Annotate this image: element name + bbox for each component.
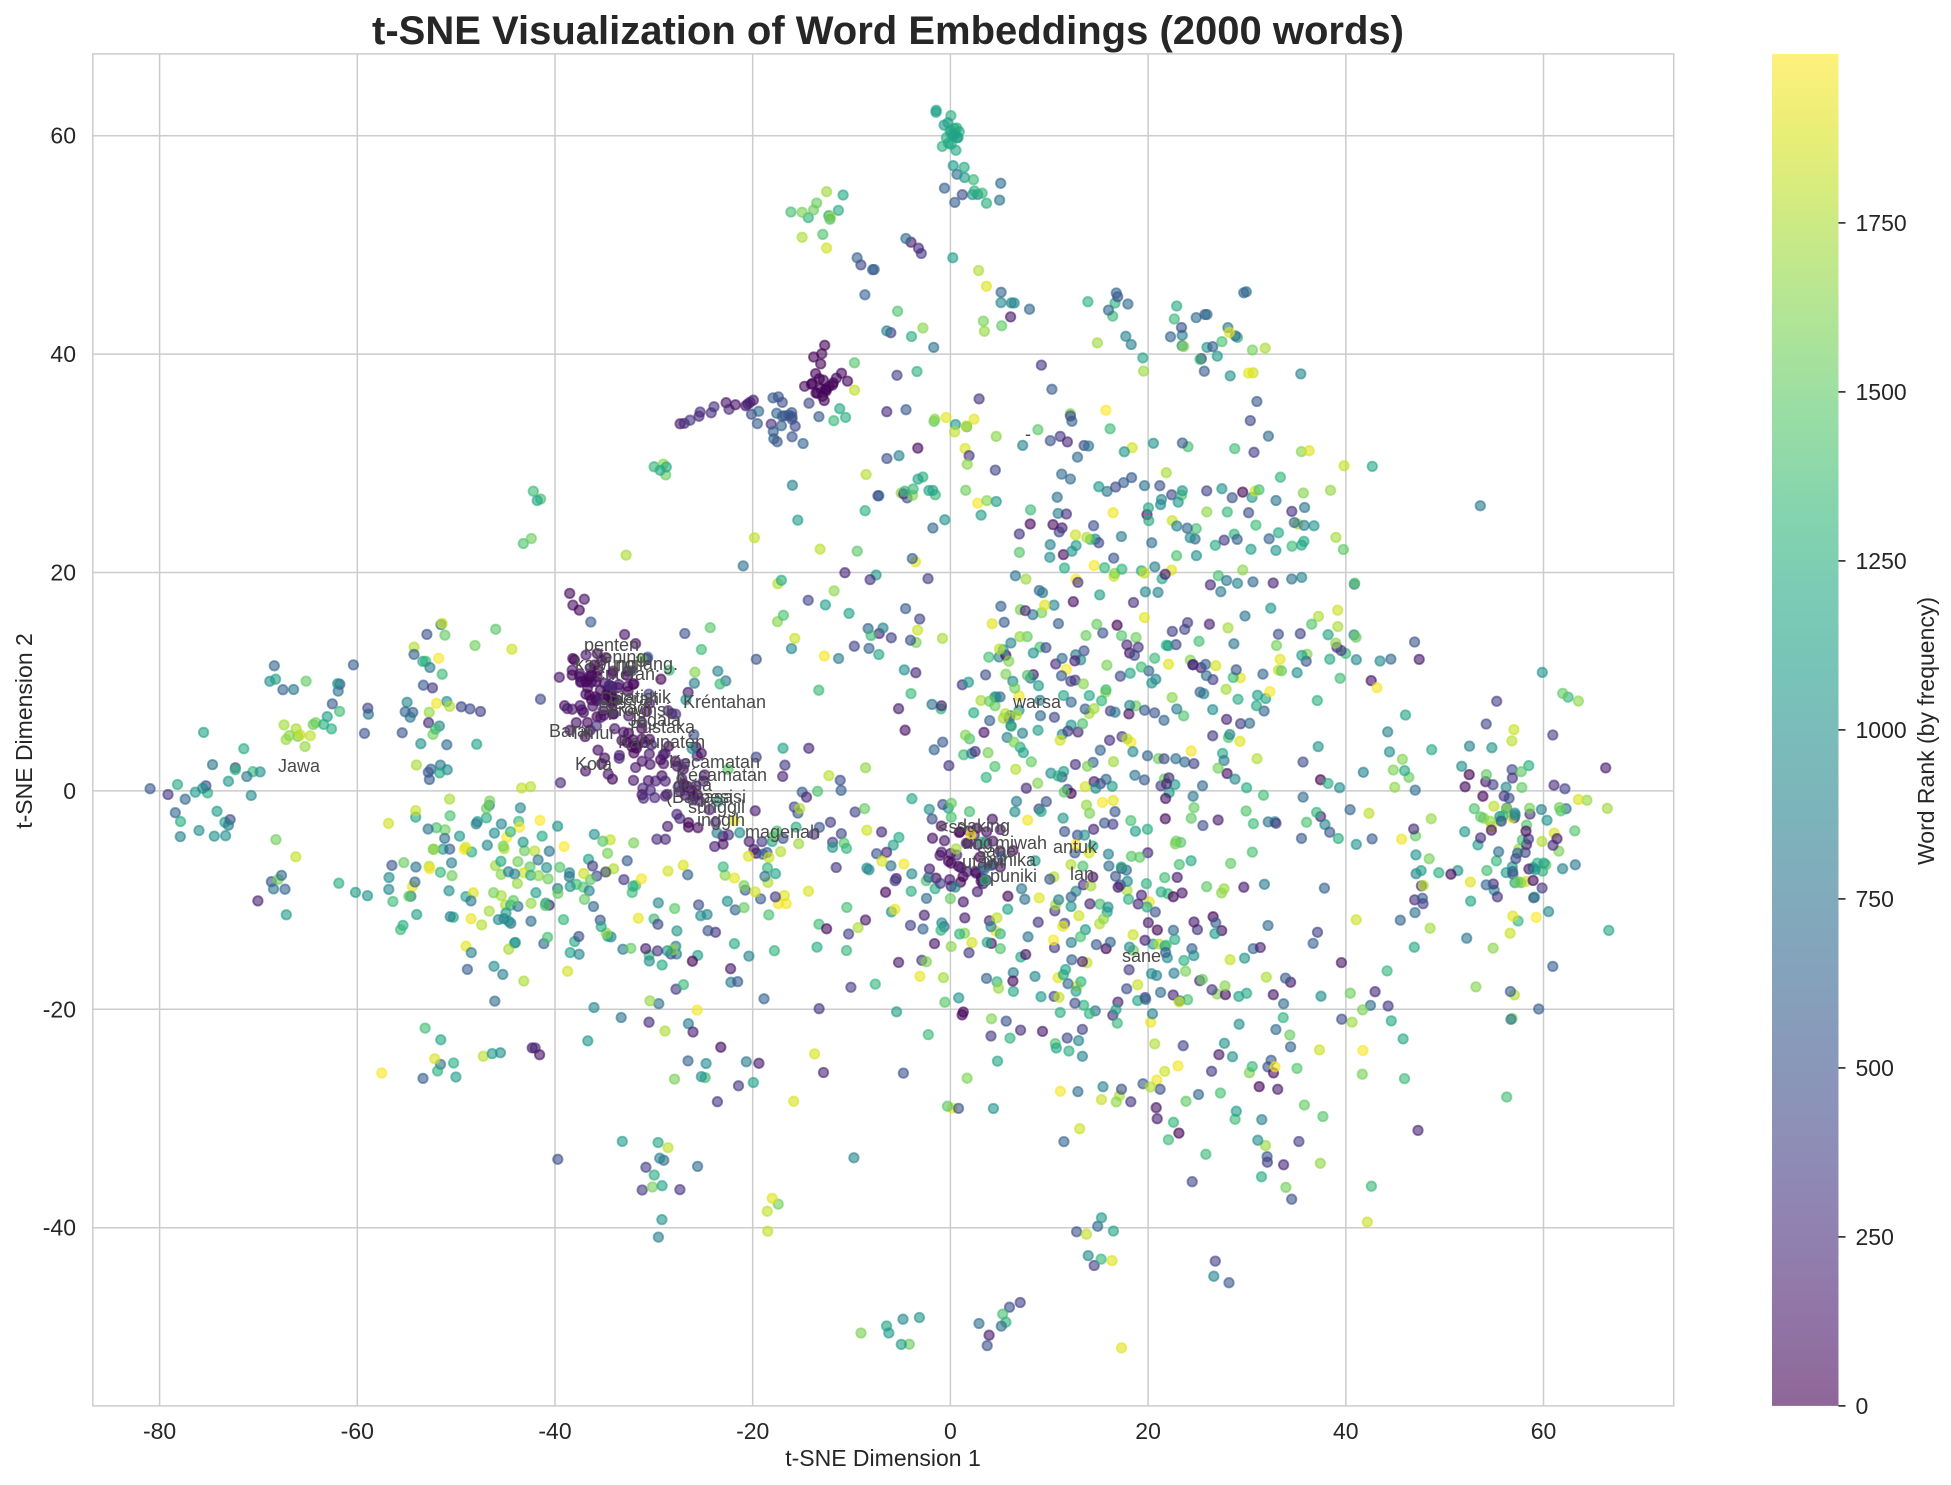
svg-text:magenah: magenah (745, 822, 820, 842)
svg-text:daking: daking (957, 816, 1010, 836)
svg-text:Pustaka: Pustaka (630, 717, 696, 737)
svg-text:antuk: antuk (1053, 837, 1098, 857)
svg-text:0: 0 (1856, 1393, 1869, 1419)
svg-text:1500: 1500 (1856, 379, 1907, 405)
svg-text:miwah: miwah (995, 833, 1047, 853)
svg-text:Barat: Barat (549, 721, 592, 741)
svg-text:t-SNE Dimension 1: t-SNE Dimension 1 (785, 1445, 981, 1471)
svg-text:lan: lan (1070, 864, 1094, 884)
svg-text:1000: 1000 (1856, 717, 1907, 743)
svg-text:750: 750 (1856, 886, 1894, 912)
svg-text:20: 20 (50, 560, 76, 586)
svg-text:20: 20 (1135, 1418, 1161, 1444)
svg-text:<s>: <s> (938, 817, 968, 837)
svg-text:Kota: Kota (575, 754, 613, 774)
svg-text:Jawa: Jawa (278, 756, 321, 776)
svg-text:t-SNE Dimension 2: t-SNE Dimension 2 (11, 633, 37, 829)
svg-text:sunggil: sunggil (688, 797, 745, 817)
svg-text:Kréntahan: Kréntahan (683, 692, 766, 712)
svg-text:warsa: warsa (1012, 692, 1062, 712)
svg-text:utawi: utawi (962, 852, 1004, 872)
svg-text:(Bahasa: (Bahasa (666, 787, 734, 807)
svg-text:Kecamatan: Kecamatan (669, 752, 760, 772)
svg-text:1750: 1750 (1856, 210, 1907, 236)
svg-text:Timur: Timur (570, 723, 615, 743)
svg-text:0: 0 (63, 778, 76, 804)
svg-text:pesisi: pesisi (700, 787, 746, 807)
svg-text:sane: sane (977, 841, 1016, 861)
svg-text:Statistik: Statistik (608, 687, 672, 707)
svg-text:Kécamatan: Kécamatan (676, 765, 767, 785)
svg-text:60: 60 (50, 123, 76, 149)
svg-text:puniki: puniki (990, 866, 1037, 886)
svg-text:40: 40 (1333, 1418, 1359, 1444)
svg-text:t-SNE Visualization of Word Em: t-SNE Visualization of Word Embeddings (… (372, 9, 1404, 53)
svg-text:ring: ring (963, 833, 993, 853)
svg-text:-: - (1025, 424, 1031, 444)
svg-text:penten: penten (584, 635, 639, 655)
svg-text:sane: sane (1122, 946, 1161, 966)
svg-text:inggih: inggih (697, 810, 745, 830)
svg-text:kawung: kawung (575, 654, 637, 674)
svg-text:-60: -60 (341, 1418, 374, 1444)
svg-text:-20: -20 (736, 1418, 769, 1444)
svg-text:-40: -40 (538, 1418, 571, 1444)
svg-text:cutetan:: cutetan: (596, 664, 660, 684)
svg-text:Jagala: Jagala (628, 710, 682, 730)
svg-text:Kabupatén: Kabupatén (618, 732, 705, 752)
svg-text:-40: -40 (43, 1215, 76, 1241)
svg-text:ngilang.: ngilang. (615, 654, 678, 674)
svg-text:Yening: Yening (592, 647, 646, 667)
svg-text:BlRagi: BlRagi (598, 698, 651, 718)
svg-text:1250: 1250 (1856, 548, 1907, 574)
svg-text:desa: desa (673, 775, 713, 795)
svg-text:40: 40 (50, 341, 76, 367)
svg-text:500: 500 (1856, 1055, 1894, 1081)
svg-text:250: 250 (1856, 1224, 1894, 1250)
svg-text:60: 60 (1531, 1418, 1557, 1444)
svg-text:0: 0 (944, 1418, 957, 1444)
svg-text:punika: punika (983, 850, 1037, 870)
svg-text:Word Rank (by frequency): Word Rank (by frequency) (1913, 597, 1939, 865)
svg-text:provinsi: provinsi (608, 700, 670, 720)
svg-text:-20: -20 (43, 996, 76, 1022)
svg-text:-80: -80 (143, 1418, 176, 1444)
svg-text:Daerah: Daerah (600, 689, 659, 709)
